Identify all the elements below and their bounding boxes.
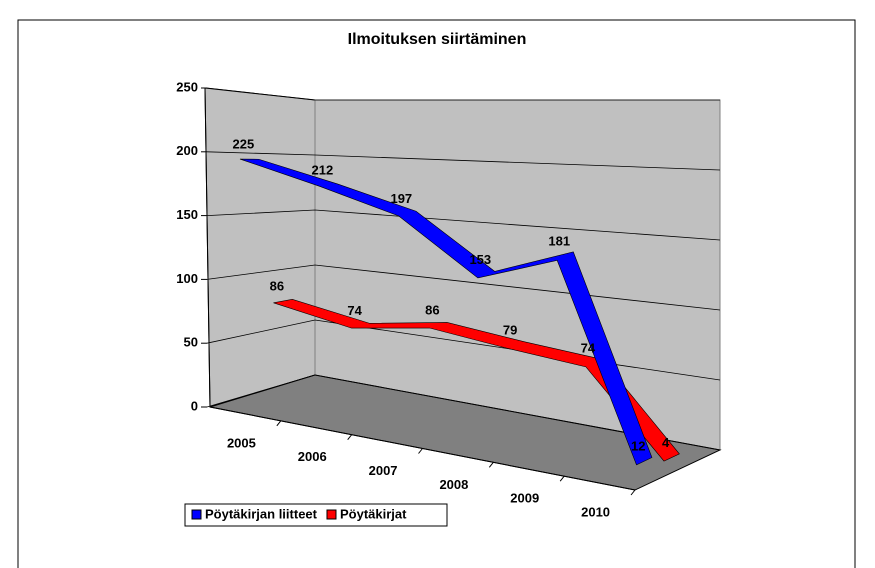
- data-label: 212: [312, 162, 334, 177]
- legend-swatch: [326, 509, 337, 520]
- grid-line: [206, 87, 720, 101]
- x-tick-label: 2007: [369, 463, 398, 478]
- y-tick-label: 50: [184, 335, 198, 350]
- grid-line: [206, 209, 721, 241]
- grid-line: [206, 374, 721, 451]
- data-label: 79: [503, 323, 517, 338]
- x-tick-label: 2005: [227, 435, 256, 450]
- ribbon: [239, 158, 653, 466]
- data-label: 74: [347, 303, 362, 318]
- x-tick: [630, 489, 636, 496]
- y-tick-label: 0: [191, 398, 198, 413]
- legend-label: Pöytäkirjat: [340, 506, 407, 521]
- x-tick-label: 2008: [439, 477, 468, 492]
- y-tick-label: 150: [176, 207, 198, 222]
- x-tick-label: 2010: [581, 505, 610, 520]
- data-label: 153: [469, 252, 491, 267]
- data-label: 197: [390, 191, 412, 206]
- x-tick: [276, 420, 282, 427]
- x-tick-label: 2006: [298, 449, 327, 464]
- legend: [184, 503, 448, 527]
- y-tick-label: 100: [176, 271, 198, 286]
- x-tick: [418, 448, 423, 454]
- x-tick: [347, 434, 353, 440]
- data-label: 86: [425, 303, 439, 318]
- data-label: 86: [270, 279, 284, 294]
- side-wall: [204, 87, 316, 408]
- legend-label: Pöytäkirjan liitteet: [205, 506, 318, 521]
- ribbon: [273, 299, 680, 462]
- chart-title: Ilmoituksen siirtäminen: [348, 31, 527, 48]
- x-tick: [559, 475, 565, 482]
- y-tick-label: 200: [176, 143, 198, 158]
- data-label: 12: [631, 439, 645, 454]
- y-tick-label: 250: [176, 79, 198, 94]
- legend-swatch: [191, 509, 202, 520]
- data-label: 225: [233, 137, 255, 152]
- y-axis: [204, 87, 211, 408]
- data-label: 181: [548, 234, 570, 249]
- grid-line: [206, 151, 721, 171]
- data-label: 4: [662, 435, 670, 450]
- x-tick: [488, 462, 494, 468]
- data-label: 74: [581, 341, 596, 356]
- x-tick-label: 2009: [510, 491, 539, 506]
